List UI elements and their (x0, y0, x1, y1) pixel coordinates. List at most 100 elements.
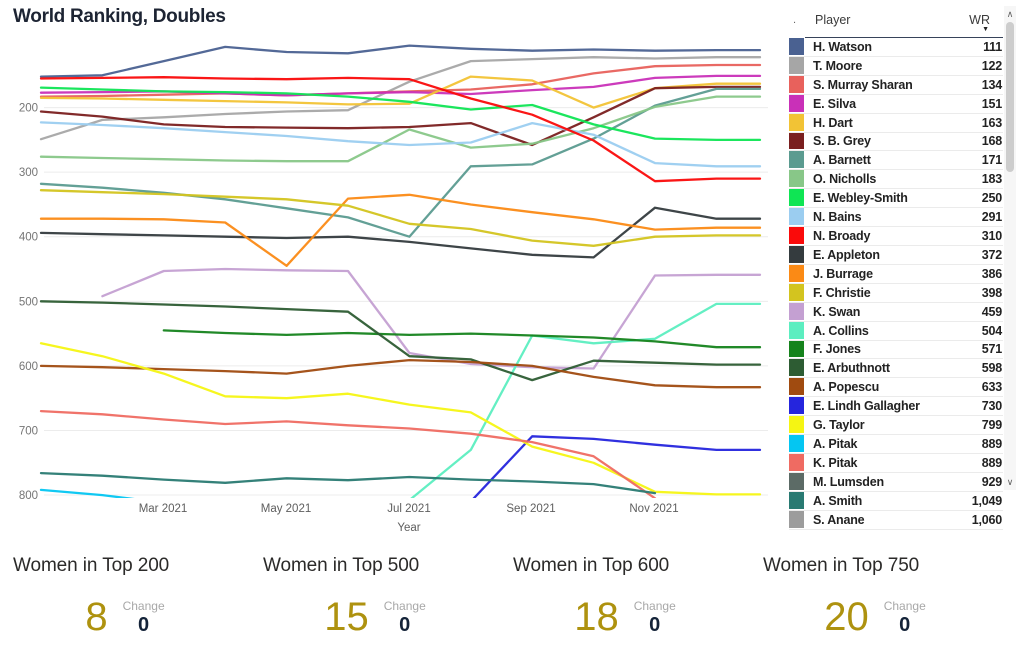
kpi-card-top-600[interactable]: Women in Top 600 18 Change 0 (500, 544, 750, 660)
table-row[interactable]: T. Moore 122 (789, 56, 1003, 76)
table-row[interactable]: E. Lindh Gallagher 730 (789, 397, 1003, 417)
player-color-swatch (789, 38, 804, 55)
svg-text:800: 800 (19, 490, 38, 502)
table-row[interactable]: J. Burrage 386 (789, 264, 1003, 284)
table-scrollbar[interactable]: ∧ ∨ (1004, 6, 1016, 490)
table-row[interactable]: A. Pitak 889 (789, 435, 1003, 454)
player-name: T. Moore (813, 58, 863, 73)
kpi-title: Women in Top 200 (13, 555, 170, 576)
player-wr: 398 (981, 285, 1002, 300)
player-color-swatch (789, 132, 804, 150)
table-row[interactable]: E. Webley-Smith 250 (789, 189, 1003, 209)
player-color-swatch (789, 321, 804, 339)
column-header-player[interactable]: Player (815, 13, 851, 27)
table-row[interactable]: S. B. Grey 168 (789, 132, 1003, 152)
table-row[interactable]: E. Appleton 372 (789, 245, 1003, 265)
svg-text:May 2021: May 2021 (261, 503, 312, 515)
player-name: S. Murray Sharan (813, 77, 913, 92)
header-divider (805, 37, 1003, 38)
table-row[interactable]: N. Bains 291 (789, 208, 1003, 228)
player-color-swatch (789, 491, 804, 509)
column-header-wr[interactable]: WR (969, 13, 990, 27)
table-row[interactable]: H. Dart 163 (789, 113, 1003, 133)
table-row[interactable]: S. Murray Sharan 134 (789, 75, 1003, 95)
kpi-card-top-750[interactable]: Women in Top 750 20 Change 0 (750, 544, 1000, 660)
kpi-change-label: Change (383, 599, 426, 613)
player-color-swatch (789, 208, 804, 226)
scroll-down-icon[interactable]: ∨ (1006, 477, 1014, 487)
table-row[interactable]: F. Christie 398 (789, 283, 1003, 303)
player-wr: 310 (981, 229, 1002, 244)
player-wr: 598 (981, 361, 1002, 376)
player-name: N. Broady (813, 229, 871, 244)
table-row[interactable]: A. Barnett 171 (789, 151, 1003, 171)
player-name: E. Appleton (813, 247, 880, 262)
player-wr: 134 (981, 77, 1002, 92)
kpi-value: 8 (85, 595, 108, 639)
kpi-change-value: 0 (649, 614, 661, 636)
table-row[interactable]: H. Watson 111 (789, 38, 1003, 57)
table-row[interactable]: N. Broady 310 (789, 227, 1003, 246)
player-color-swatch (789, 227, 804, 244)
player-color-swatch (789, 397, 804, 415)
player-wr: 386 (981, 266, 1002, 281)
player-wr: 929 (981, 474, 1002, 489)
kpi-change-label: Change (883, 599, 926, 613)
player-name: E. Lindh Gallagher (813, 399, 920, 414)
svg-text:Mar 2021: Mar 2021 (139, 503, 188, 515)
player-name: E. Webley-Smith (813, 191, 908, 206)
player-wr: 633 (981, 380, 1002, 395)
player-color-swatch (789, 75, 804, 93)
player-name: K. Swan (813, 304, 861, 319)
table-row[interactable]: K. Swan 459 (789, 302, 1003, 322)
svg-text:Nov 2021: Nov 2021 (629, 503, 678, 515)
player-color-swatch (789, 264, 804, 282)
player-name: K. Pitak (813, 455, 858, 470)
player-wr: 168 (981, 134, 1002, 149)
table-row[interactable]: S. Anane 1,060 (789, 510, 1003, 530)
player-color-swatch (789, 94, 804, 112)
player-name: A. Barnett (813, 153, 871, 168)
table-row[interactable]: O. Nicholls 183 (789, 170, 1003, 190)
scrollbar-thumb[interactable] (1006, 22, 1014, 172)
player-name: S. Anane (813, 512, 865, 527)
table-row[interactable]: A. Collins 504 (789, 321, 1003, 341)
player-wr: 291 (981, 210, 1002, 225)
table-row[interactable]: G. Taylor 799 (789, 416, 1003, 436)
table-row[interactable]: E. Arbuthnott 598 (789, 359, 1003, 379)
player-color-swatch (789, 435, 804, 452)
player-name: F. Christie (813, 285, 871, 300)
player-wr: 183 (981, 172, 1002, 187)
svg-text:Sep 2021: Sep 2021 (506, 503, 555, 515)
player-color-swatch (789, 510, 804, 528)
player-name: A. Smith (813, 493, 863, 508)
player-wr: 111 (983, 39, 1002, 54)
table-row[interactable]: M. Lumsden 929 (789, 472, 1003, 492)
kpi-title: Women in Top 600 (513, 555, 670, 576)
player-wr: 163 (981, 115, 1002, 130)
player-name: G. Taylor (813, 418, 865, 433)
player-name: H. Dart (813, 115, 853, 130)
player-color-swatch (789, 170, 804, 188)
kpi-change-label: Change (633, 599, 676, 613)
table-row[interactable]: F. Jones 571 (789, 340, 1003, 360)
table-row[interactable]: A. Smith 1,049 (789, 491, 1003, 511)
player-wr: 1,049 (971, 493, 1002, 508)
player-wr: 250 (981, 191, 1002, 206)
kpi-card-top-200[interactable]: Women in Top 200 8 Change 0 (0, 544, 250, 660)
player-color-swatch (789, 453, 804, 471)
player-wr: 889 (981, 455, 1002, 470)
table-row[interactable]: E. Silva 151 (789, 94, 1003, 114)
kpi-title: Women in Top 500 (263, 555, 420, 576)
kpi-value: 20 (824, 595, 869, 639)
table-row[interactable]: A. Popescu 633 (789, 378, 1003, 398)
player-name: F. Jones (813, 342, 861, 357)
scroll-up-icon[interactable]: ∧ (1006, 9, 1014, 19)
table-row[interactable]: K. Pitak 889 (789, 453, 1003, 473)
kpi-card-top-500[interactable]: Women in Top 500 15 Change 0 (250, 544, 500, 660)
svg-text:500: 500 (19, 296, 38, 308)
kpi-value: 18 (574, 595, 619, 639)
column-header-select[interactable]: . (793, 14, 797, 26)
kpi-change-value: 0 (138, 614, 150, 636)
sort-desc-icon[interactable]: ▼ (982, 26, 989, 33)
